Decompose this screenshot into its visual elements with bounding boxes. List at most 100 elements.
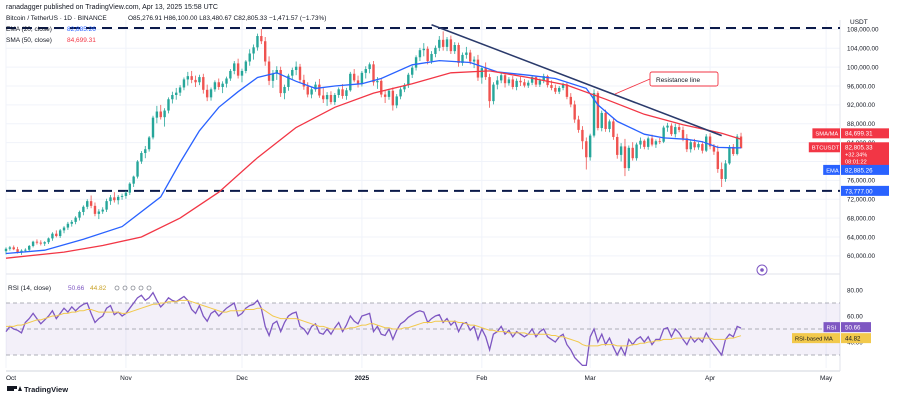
price-tag-value: 82,805.33: [845, 145, 873, 152]
candle-body: [619, 146, 623, 155]
candle-body: [604, 112, 607, 129]
candle-body: [612, 121, 615, 137]
candle-body: [623, 146, 627, 169]
candle-body: [469, 52, 472, 62]
tradingview-logo-icon[interactable]: [7, 386, 22, 391]
candle-body: [178, 87, 182, 93]
candle-body: [635, 144, 638, 159]
rsi-tag-value: 44.82: [845, 336, 861, 343]
rsi-title[interactable]: RSI (14, close): [8, 285, 51, 292]
candle-body: [221, 83, 224, 87]
candle-body: [144, 149, 147, 154]
candle-body: [190, 76, 193, 80]
tradingview-brand[interactable]: TradingView: [24, 385, 68, 394]
candle-body: [136, 161, 139, 177]
candle-body: [670, 125, 673, 135]
candle-body: [523, 82, 526, 86]
candle-body: [410, 67, 414, 75]
candle-body: [499, 75, 503, 81]
support-resistance: [6, 27, 840, 192]
candle-body: [476, 59, 480, 78]
rsi-ma-legend-value: 44.82: [90, 285, 107, 292]
candle-body: [430, 53, 433, 62]
time-tick-label: 2025: [355, 375, 370, 382]
candle-body: [28, 245, 31, 250]
candle-body: [356, 80, 360, 85]
ema-legend[interactable]: EMA (20, close): [6, 26, 52, 33]
candle-body: [78, 211, 81, 218]
sma-legend[interactable]: SMA (50, close): [6, 37, 52, 44]
candle-body: [89, 201, 93, 206]
candle-body: [596, 93, 600, 129]
candle-body: [113, 197, 116, 201]
candle-body: [267, 61, 271, 81]
candle-body: [147, 137, 151, 150]
price-tick-label: 96,000.00: [847, 83, 876, 90]
price-tick-label: 72,000.00: [847, 197, 876, 204]
candle-body: [263, 41, 267, 62]
rsi-tag-name-bg: [792, 333, 840, 344]
price-tag-countdown: 08:01:22: [845, 159, 867, 165]
candle-body: [449, 39, 453, 52]
candle-body: [457, 45, 460, 63]
candle-body: [294, 66, 298, 70]
candle-body: [554, 87, 557, 92]
price-tag-change: +32.34%: [845, 153, 867, 159]
candle-body: [662, 127, 665, 142]
rsi-lines: [5, 291, 742, 367]
candle-body: [233, 63, 236, 71]
candle-body: [565, 84, 569, 97]
replay-icon[interactable]: [756, 264, 768, 276]
candle-body: [515, 80, 518, 87]
candle-body: [716, 151, 720, 170]
rsi-tick-label: 60.00: [847, 313, 863, 320]
price-tick-label: 100,000.00: [847, 64, 879, 71]
rsi-tag-bg: [841, 322, 871, 333]
price-tag-name: BTCUSDT: [812, 146, 840, 152]
candle-body: [70, 221, 73, 224]
rsi-tag-name: RSI-based MA: [795, 337, 833, 343]
time-tick-label: Dec: [236, 375, 248, 382]
candle-body: [205, 89, 209, 98]
candle-body: [488, 77, 491, 102]
rsi-tag-value: 50.66: [845, 325, 861, 332]
candle-body: [639, 140, 642, 145]
candle-body: [646, 138, 650, 147]
candle-body: [387, 90, 391, 97]
candle-body: [128, 183, 131, 193]
candle-body: [213, 82, 217, 90]
candle-body: [109, 197, 112, 202]
candle-body: [674, 127, 677, 135]
candle-body: [314, 84, 317, 90]
candle-body: [538, 80, 542, 85]
candle-body: [677, 127, 681, 130]
candle-body: [643, 140, 646, 147]
candle-body: [461, 54, 464, 63]
rsi-ma-line: [6, 299, 742, 347]
rsi-tag-name-bg: [823, 322, 840, 333]
candle-body: [708, 136, 712, 147]
candle-body: [352, 73, 356, 81]
candle-body: [167, 99, 170, 111]
candle-body: [558, 87, 561, 92]
candle-body: [685, 138, 689, 150]
candle-body: [271, 73, 275, 81]
symbol-title[interactable]: Bitcoin / TetherUS · 1D · BINANCE: [6, 15, 107, 22]
candle-body: [530, 77, 534, 83]
rsi-tick-label: 80.00: [847, 287, 863, 294]
price-tag-bg: [841, 142, 889, 167]
candle-body: [260, 36, 263, 42]
candle-body: [120, 195, 124, 197]
price-tag-name-bg: [808, 142, 840, 153]
price-tick-label: 88,000.00: [847, 121, 876, 128]
sma-line: [5, 70, 742, 259]
candle-body: [151, 117, 155, 138]
candle-body: [8, 247, 12, 249]
ema-line: [5, 59, 742, 255]
candle-body: [368, 64, 371, 70]
candle-body: [55, 233, 58, 237]
candle-body: [511, 79, 514, 87]
candle-body: [480, 68, 484, 78]
